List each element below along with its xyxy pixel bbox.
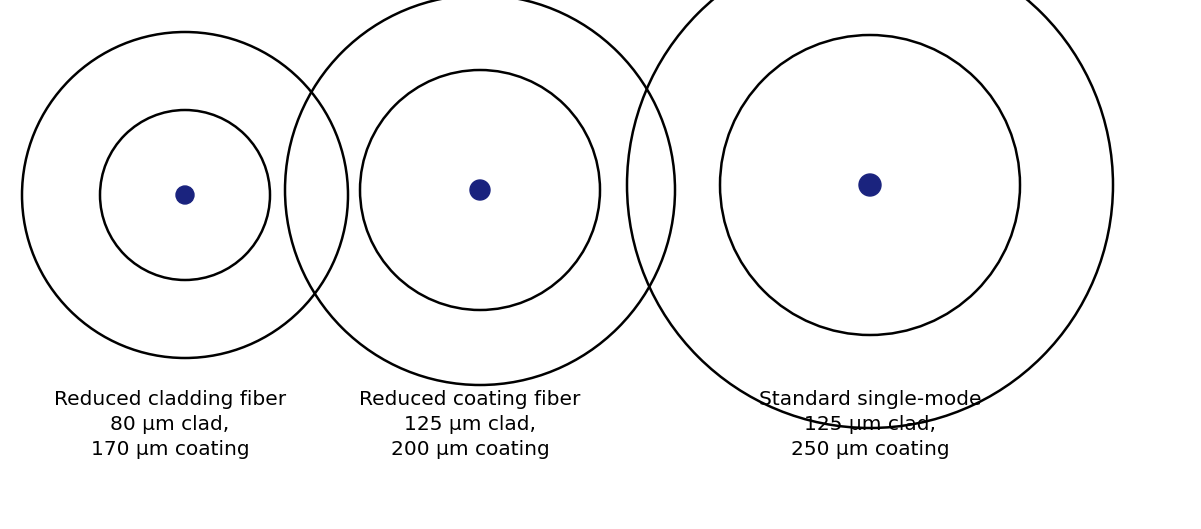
Circle shape xyxy=(177,186,195,204)
Circle shape xyxy=(470,180,490,200)
Text: Standard single-mode
125 µm clad,
250 µm coating: Standard single-mode 125 µm clad, 250 µm… xyxy=(759,390,981,459)
Circle shape xyxy=(859,174,882,196)
Text: Reduced coating fiber
125 µm clad,
200 µm coating: Reduced coating fiber 125 µm clad, 200 µ… xyxy=(359,390,581,459)
Text: Reduced cladding fiber
80 µm clad,
170 µm coating: Reduced cladding fiber 80 µm clad, 170 µ… xyxy=(54,390,286,459)
